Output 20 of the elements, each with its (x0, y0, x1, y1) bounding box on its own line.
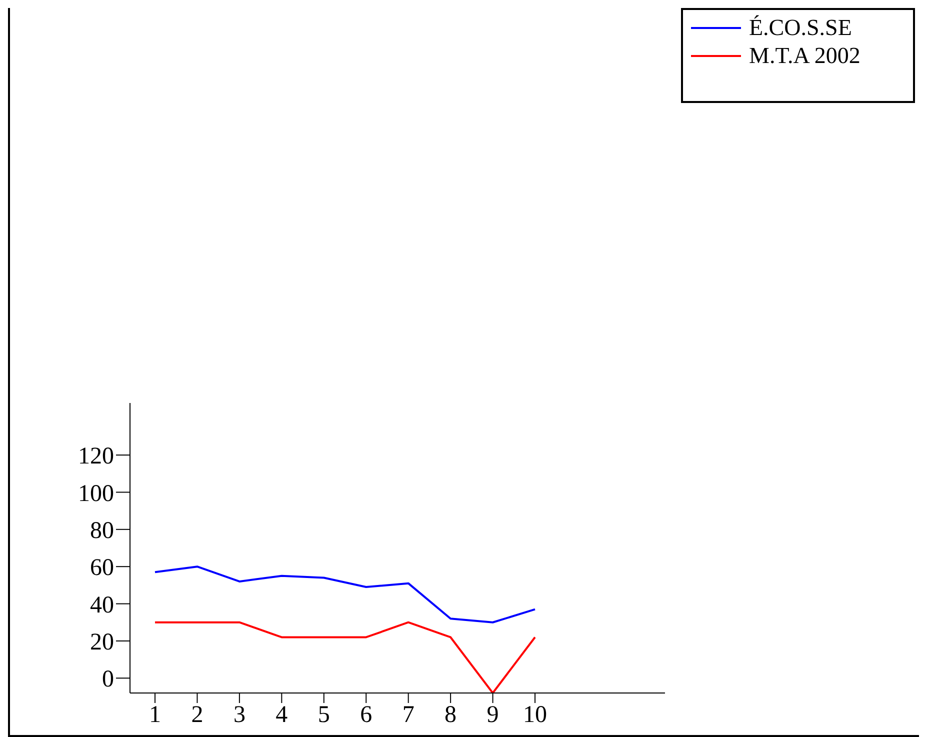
x-tick-label: 10 (523, 702, 547, 728)
x-tick-label: 9 (486, 702, 499, 728)
x-tick-label: 3 (233, 702, 246, 728)
legend-label: M.T.A 2002 (749, 42, 860, 70)
x-tick-label: 2 (191, 702, 204, 728)
y-tick-label: 0 (102, 666, 114, 693)
x-tick-label: 1 (149, 702, 161, 728)
y-tick-label: 60 (90, 555, 114, 582)
x-tick-label: 8 (444, 702, 457, 728)
x-tick-label: 5 (318, 702, 330, 728)
y-tick-label: 100 (78, 480, 114, 507)
y-tick-label: 120 (78, 444, 114, 470)
legend-label: É.CO.S.SE (749, 14, 852, 42)
line-series (154, 566, 536, 624)
x-tick-label: 7 (402, 702, 414, 728)
y-tick-label: 80 (90, 518, 114, 544)
x-tick-label: 6 (360, 702, 372, 728)
y-tick-label: 20 (90, 629, 114, 656)
x-tick-label: 4 (276, 702, 288, 728)
y-tick-label: 40 (90, 592, 114, 618)
